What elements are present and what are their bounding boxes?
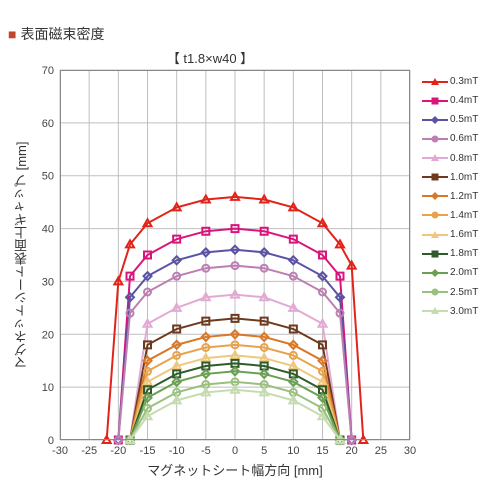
- svg-text:20: 20: [346, 445, 358, 457]
- chart-plot-area: -30-25-20-15-10-5051015202530 0102030405…: [60, 70, 410, 440]
- x-axis-label: マグネットシート幅方向 [mm]: [60, 460, 410, 479]
- svg-text:0: 0: [232, 445, 238, 457]
- legend-label: 0.4mT: [450, 95, 478, 106]
- chart-svg: -30-25-20-15-10-5051015202530 0102030405…: [60, 70, 410, 440]
- section-title: 表面磁束密度: [8, 24, 104, 44]
- legend-item: 2.0mT: [422, 263, 492, 282]
- legend-label: 0.3mT: [450, 76, 478, 87]
- svg-text:-10: -10: [169, 445, 185, 457]
- legend-label: 0.8mT: [450, 153, 478, 164]
- y-axis-label: マグネットシート表面上ギャップ [mm]: [12, 70, 28, 440]
- svg-text:-20: -20: [110, 445, 126, 457]
- legend-label: 0.5mT: [450, 114, 478, 125]
- section-title-text: 表面磁束密度: [20, 26, 104, 42]
- legend-label: 0.6mT: [450, 133, 478, 144]
- legend-item: 3.0mT: [422, 302, 492, 321]
- legend-label: 3.0mT: [450, 306, 478, 317]
- svg-text:50: 50: [42, 171, 54, 183]
- y-tick-labels: 0 10 20 30 40 50 60 70: [42, 65, 54, 447]
- svg-text:10: 10: [42, 382, 54, 394]
- svg-text:15: 15: [316, 445, 328, 457]
- svg-text:-25: -25: [81, 445, 97, 457]
- svg-text:0: 0: [48, 435, 54, 447]
- legend-item: 0.3mT: [422, 72, 492, 91]
- legend-label: 1.8mT: [450, 248, 478, 259]
- svg-text:40: 40: [42, 224, 54, 236]
- legend-item: 1.6mT: [422, 225, 492, 244]
- legend-label: 1.4mT: [450, 210, 478, 221]
- legend-item: 0.6mT: [422, 129, 492, 148]
- legend-label: 2.5mT: [450, 287, 478, 298]
- legend-item: 0.8mT: [422, 149, 492, 168]
- svg-text:20: 20: [42, 329, 54, 341]
- legend-item: 2.5mT: [422, 283, 492, 302]
- legend-label: 1.6mT: [450, 229, 478, 240]
- x-tick-labels: -30 -25 -20 -15 -10 -5 0 5 10 15 20 25 30: [52, 445, 416, 457]
- svg-text:5: 5: [261, 445, 267, 457]
- legend-label: 1.0mT: [450, 172, 478, 183]
- legend-item: 1.2mT: [422, 187, 492, 206]
- svg-text:25: 25: [375, 445, 387, 457]
- svg-text:30: 30: [404, 445, 416, 457]
- chart-title: 【 t1.8×w40 】: [0, 48, 420, 67]
- legend-label: 2.0mT: [450, 267, 478, 278]
- legend-item: 1.0mT: [422, 168, 492, 187]
- svg-text:60: 60: [42, 118, 54, 130]
- legend-item: 1.8mT: [422, 244, 492, 263]
- svg-text:10: 10: [287, 445, 299, 457]
- legend-item: 0.4mT: [422, 91, 492, 110]
- svg-text:70: 70: [42, 65, 54, 77]
- svg-text:-15: -15: [140, 445, 156, 457]
- svg-text:-5: -5: [201, 445, 211, 457]
- legend: 0.3mT 0.4mT 0.5mT 0.6mT 0.8mT 1.0mT 1.2mT 1.4mT…: [422, 72, 492, 321]
- legend-item: 0.5mT: [422, 110, 492, 129]
- svg-text:30: 30: [42, 276, 54, 288]
- legend-item: 1.4mT: [422, 206, 492, 225]
- svg-text:-30: -30: [52, 445, 68, 457]
- legend-label: 1.2mT: [450, 191, 478, 202]
